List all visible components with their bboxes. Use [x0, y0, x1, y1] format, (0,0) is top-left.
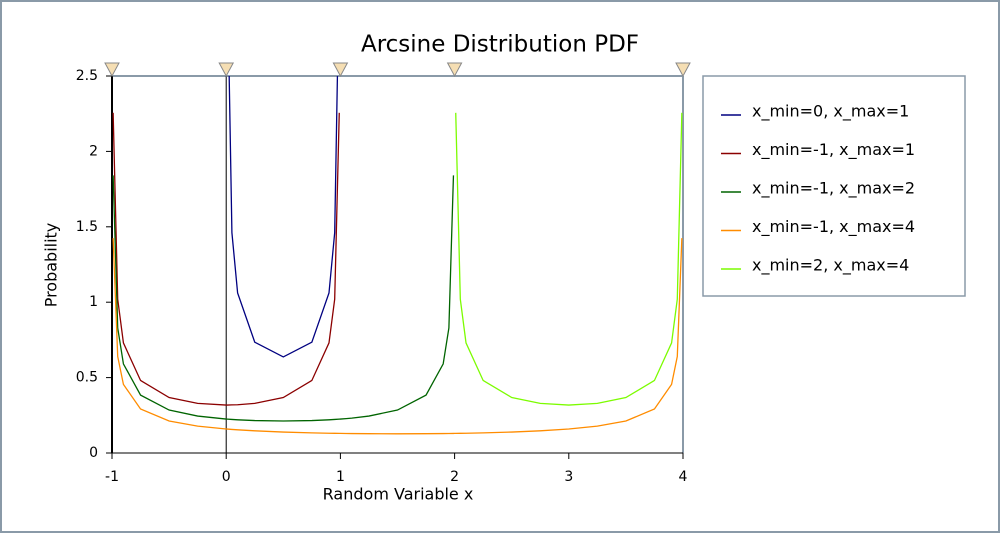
legend-label: x_min=2, x_max=4 — [752, 256, 909, 276]
line-series — [112, 112, 340, 406]
legend-label: x_min=-1, x_max=1 — [752, 140, 915, 160]
x-marker — [446, 62, 463, 78]
plot-area — [112, 76, 683, 435]
x-tick-label: 2 — [450, 469, 459, 485]
y-tick-label: 0.5 — [76, 370, 98, 386]
line-series — [455, 112, 683, 406]
legend-label: x_min=-1, x_max=4 — [752, 217, 915, 237]
x-marker — [332, 62, 349, 78]
legend-label: x_min=-1, x_max=2 — [752, 179, 915, 199]
x-tick-label: -1 — [105, 469, 119, 485]
legend-label: x_min=0, x_max=1 — [752, 102, 909, 122]
y-tick-label: 1.5 — [76, 219, 98, 235]
x-tick-label: 1 — [336, 469, 345, 485]
x-marker — [675, 62, 691, 78]
x-tick-label: 3 — [564, 469, 573, 485]
x-marker — [218, 62, 235, 78]
x-axis-label: Random Variable x — [323, 485, 474, 504]
legend-box — [702, 75, 966, 297]
chart-title: Arcsine Distribution PDF — [361, 32, 639, 58]
y-axis-label: Probability — [42, 223, 61, 308]
x-tick-label: 0 — [222, 469, 231, 485]
line-series — [228, 76, 339, 358]
x-tick-label: 4 — [679, 469, 688, 485]
line-series — [112, 238, 683, 435]
y-tick-label: 1 — [89, 294, 98, 310]
y-tick-label: 2 — [89, 143, 98, 159]
line-series — [112, 175, 455, 422]
x-marker — [104, 62, 120, 78]
y-tick-label: 2.5 — [76, 68, 98, 84]
y-tick-label: 0 — [89, 445, 98, 461]
